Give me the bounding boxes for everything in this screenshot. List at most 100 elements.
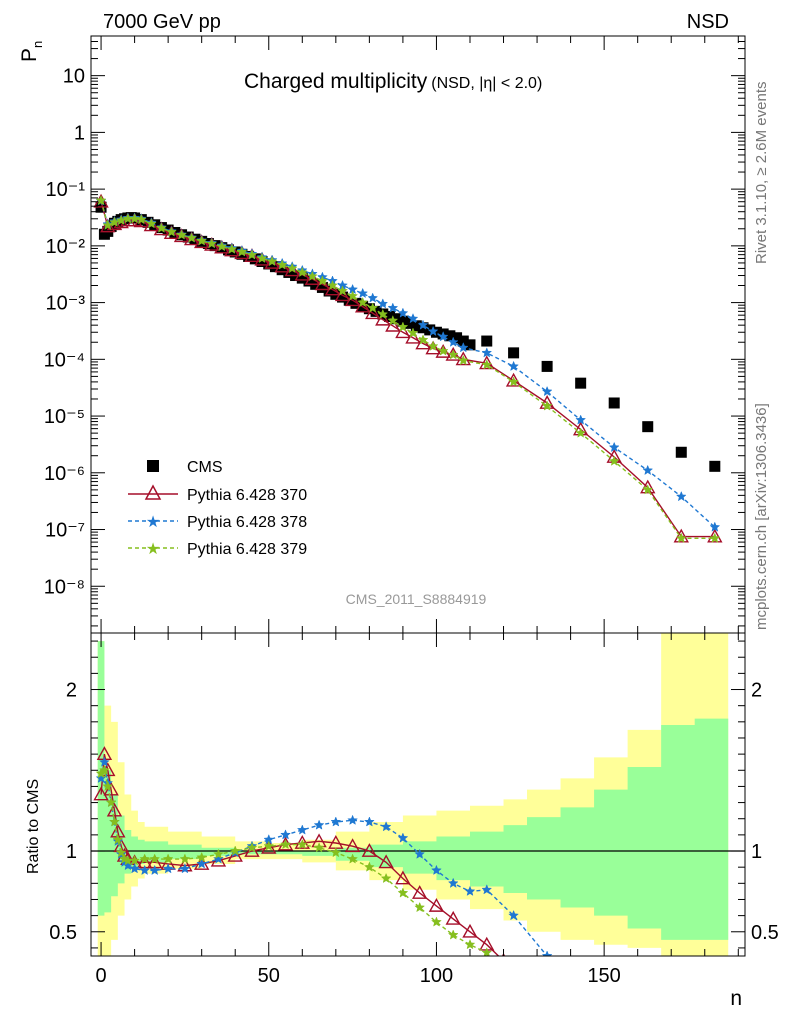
point-p370-25: [324, 281, 341, 296]
header-right-label: NSD: [687, 11, 729, 33]
point-p370-46: [707, 528, 723, 543]
point-p379-45: [675, 532, 687, 543]
ratio-point-p378-22: [330, 816, 342, 827]
point-p370-28: [354, 298, 371, 313]
point-p370-24: [314, 276, 331, 291]
point-p379-28: [357, 296, 369, 308]
point-p378-45: [675, 490, 687, 502]
ratio-point-p379-14: [196, 851, 208, 863]
y-axis-label-ratio: Ratio to CMS: [25, 779, 42, 874]
ratio-point-p379-24: [363, 861, 375, 872]
point-p379-29: [367, 302, 379, 313]
point-cms-35: [296, 272, 308, 284]
rivet-version-label: Rivet 3.1.10, ≥ 2.6M events: [753, 82, 770, 265]
ytick-label-main: 10⁻²: [46, 236, 86, 258]
point-p370-1: [100, 218, 116, 233]
ratio-point-p378-29: [447, 877, 459, 888]
ratio-bands: [91, 633, 745, 956]
y-axis-label-main-subscript: n: [30, 41, 45, 48]
ratio-point-p379-12: [162, 853, 174, 864]
point-p378-28: [357, 287, 369, 299]
point-cms-60: [464, 339, 476, 351]
point-p379-14: [216, 240, 228, 252]
ratio-point-p379-10: [139, 853, 151, 864]
legend-item-p378: ★ Pythia 6.428 378: [128, 514, 307, 531]
point-p378-35: [427, 325, 439, 337]
point-cms-57: [444, 330, 456, 342]
chart-title: Charged multiplicity (NSD, |η| < 2.0): [244, 70, 542, 93]
xtick-label: 50: [258, 965, 280, 987]
ratio-point-p378-9: [129, 863, 141, 874]
point-p379-46: [709, 532, 721, 543]
ratio-point-p378-21: [313, 819, 325, 830]
legend-label-p378: Pythia 6.428 378: [187, 514, 307, 531]
point-p379-24: [317, 275, 328, 286]
ytick-label-main: 10⁻⁷: [45, 520, 85, 542]
ratio-point-p379-19: [280, 838, 291, 850]
point-p379-26: [337, 285, 348, 296]
ytick-label-main: 1: [74, 122, 85, 144]
x-axis-label: n: [730, 987, 742, 1010]
ratio-point-p379-11: [149, 853, 161, 864]
point-cms-68: [709, 460, 721, 472]
point-p378-32: [397, 307, 409, 318]
point-p370-13: [204, 236, 220, 251]
point-p378-40: [508, 360, 519, 372]
ratio-point-p379-31: [481, 947, 493, 956]
point-p379-42: [575, 427, 587, 438]
point-p370-15: [224, 242, 240, 257]
point-p378-43: [608, 441, 620, 453]
ratio-point-p379-20: [296, 838, 308, 850]
ratio-point-p379-28: [431, 916, 442, 927]
point-p378-41: [541, 385, 553, 397]
point-p379-1: [102, 219, 114, 230]
line-p378: [100, 200, 716, 528]
ytick-label-ratio-right: 0.5: [751, 922, 779, 944]
ratio-point-p370-23: [344, 838, 361, 853]
point-p378-36: [437, 330, 449, 342]
point-cms-55: [430, 326, 442, 338]
point-cms-28: [249, 253, 261, 265]
ytick-label-main: 10: [63, 66, 85, 88]
ratio-point-p378-10: [139, 864, 151, 876]
point-cms-52: [410, 320, 422, 332]
ratio-point-p370-29: [445, 910, 461, 925]
point-cms-63: [541, 360, 553, 372]
ytick-label-ratio-left: 1: [66, 841, 77, 863]
ratio-point-p379-30: [464, 939, 476, 950]
legend-marker-p378: ★: [146, 514, 160, 531]
point-p370-27: [344, 292, 361, 307]
ratio-point-p378-28: [431, 864, 442, 876]
point-p370-19: [264, 254, 280, 269]
ytick-label-main: 10⁻⁶: [44, 463, 85, 485]
ratio-point-p370-26: [395, 870, 411, 885]
ratio-point-p370-0: [93, 786, 109, 801]
ytick-label-main: 10⁻³: [46, 293, 86, 315]
ytick-label-ratio-left: 2: [66, 680, 77, 702]
point-p370-33: [405, 329, 421, 344]
ratio-point-p379-6: [115, 846, 127, 858]
legend-label-cms: CMS: [187, 459, 223, 476]
axis-ticks: [91, 35, 745, 956]
point-p379-13: [206, 238, 218, 249]
ratio-point-p379-15: [213, 848, 224, 859]
point-p379-17: [246, 249, 258, 260]
ytick-label-main: 10⁻⁴: [44, 349, 85, 371]
point-p378-33: [407, 313, 419, 324]
chart-title-main: Charged multiplicity: [244, 70, 428, 93]
legend-item-p370: Pythia 6.428 370: [128, 484, 307, 504]
ratio-point-p378-20: [296, 824, 308, 835]
point-p379-6: [135, 213, 147, 225]
point-p370-30: [375, 311, 391, 326]
point-p378-44: [642, 464, 654, 476]
main-series: [93, 193, 723, 543]
point-p379-18: [256, 252, 268, 264]
point-p379-9: [166, 226, 177, 237]
point-p379-0: [95, 194, 107, 206]
point-cms-59: [457, 335, 469, 347]
point-p379-39: [481, 359, 493, 370]
ratio-point-p378-23: [347, 814, 359, 825]
y-axis-label-main: Pn: [18, 41, 45, 62]
point-p379-30: [377, 308, 389, 319]
